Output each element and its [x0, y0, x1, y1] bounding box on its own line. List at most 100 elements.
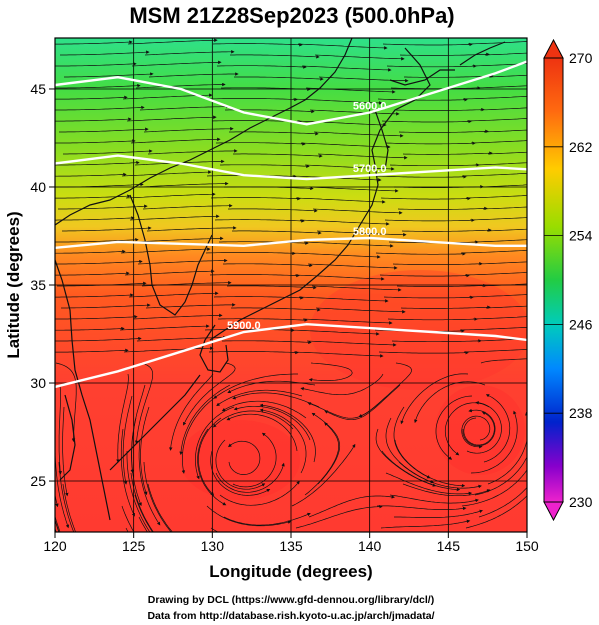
streamline: [397, 206, 488, 211]
colorbar-tick-label: 246: [569, 316, 593, 332]
streamline: [484, 52, 527, 56]
streamline: [384, 218, 475, 223]
streamline: [435, 395, 473, 460]
streamline: [183, 362, 236, 426]
streamline: [144, 50, 235, 56]
contour-label: 5700.0: [353, 163, 387, 175]
streamline: [474, 162, 527, 166]
streamline: [55, 83, 141, 89]
streamline: [139, 104, 230, 111]
x-tick-label: 125: [122, 538, 146, 554]
streamline: [295, 504, 383, 529]
streamline: [131, 60, 222, 67]
streamline: [297, 43, 388, 50]
colorbar-bottom-triangle: [543, 501, 564, 522]
y-tick-label: 25: [30, 473, 46, 489]
streamline: [478, 184, 527, 188]
streamline: [385, 472, 473, 496]
streamline: [462, 96, 527, 100]
streamline: [390, 86, 481, 90]
x-tick-label: 120: [43, 538, 67, 554]
streamline: [195, 406, 235, 480]
streamline: [479, 107, 527, 111]
streamline: [181, 395, 218, 474]
height-contour: [55, 322, 527, 389]
coast-sakhalin: [374, 109, 389, 171]
streamline: [58, 204, 148, 210]
streamline: [55, 259, 143, 265]
streamline: [381, 450, 461, 492]
streamline: [122, 395, 133, 485]
streamline: [119, 324, 210, 331]
streamline: [402, 483, 491, 497]
streamline: [132, 313, 223, 320]
height-contour: [55, 154, 527, 181]
streamline: [224, 186, 314, 191]
streamline: [375, 252, 466, 256]
streamline: [120, 247, 211, 254]
streamline: [228, 208, 318, 213]
streamline: [234, 76, 324, 81]
streamline: [58, 384, 62, 475]
warm-anomaly-south: [180, 420, 300, 500]
colorbar-tick-label: 230: [569, 494, 593, 510]
streamline: [259, 408, 307, 474]
streamline: [304, 164, 395, 171]
streamline: [306, 340, 397, 347]
streamline: [212, 42, 303, 47]
streamline: [376, 505, 467, 511]
streamline: [481, 283, 527, 287]
streamline: [137, 258, 228, 265]
streamline: [143, 127, 234, 133]
streamline: [383, 295, 474, 300]
streamline: [55, 194, 131, 199]
colorbar-body: [543, 57, 564, 503]
streamline: [59, 127, 149, 133]
streamline: [400, 373, 469, 425]
y-tick-label: 40: [30, 179, 46, 195]
streamline: [478, 486, 527, 518]
streamline: [207, 97, 298, 102]
y-tick-label: 30: [30, 375, 46, 391]
streamline: [399, 52, 490, 57]
streamline: [121, 505, 135, 532]
streamline: [387, 317, 478, 321]
credit-drawing: Drawing by DCL (https://www.gfd-dennou.o…: [148, 594, 434, 606]
streamline: [466, 401, 502, 454]
streamline: [135, 82, 226, 89]
streamline: [302, 318, 393, 325]
streamline: [55, 117, 132, 122]
streamline: [218, 318, 308, 322]
streamline: [123, 346, 214, 353]
coast-kuril: [459, 41, 506, 66]
streamline: [389, 494, 479, 504]
streamline: [379, 273, 470, 278]
streamline: [46, 396, 49, 484]
streamline: [210, 196, 301, 201]
streamline: [385, 141, 476, 146]
streamline: [482, 206, 527, 210]
streamline: [233, 405, 311, 441]
streamline: [293, 351, 384, 358]
streamline: [227, 380, 316, 393]
streamline: [398, 129, 489, 134]
streamline: [486, 228, 527, 232]
streamline: [294, 274, 385, 281]
streamline: [461, 415, 491, 449]
streamline: [130, 137, 221, 144]
streamline: [298, 296, 389, 303]
streamline: [223, 263, 313, 268]
streamline: [55, 95, 128, 100]
streamline: [233, 153, 323, 158]
streamline: [147, 483, 173, 532]
streamline: [483, 129, 527, 133]
streamline: [216, 142, 306, 146]
streamline: [55, 249, 126, 254]
streamline: [231, 307, 321, 312]
streamline: [222, 340, 312, 345]
warm-band-central: [310, 270, 527, 390]
colorbar-ticks: 270 262 254 246 238 230: [544, 50, 593, 510]
gridlines: [55, 38, 527, 532]
streamline: [55, 326, 125, 331]
height-contour: [55, 60, 527, 126]
